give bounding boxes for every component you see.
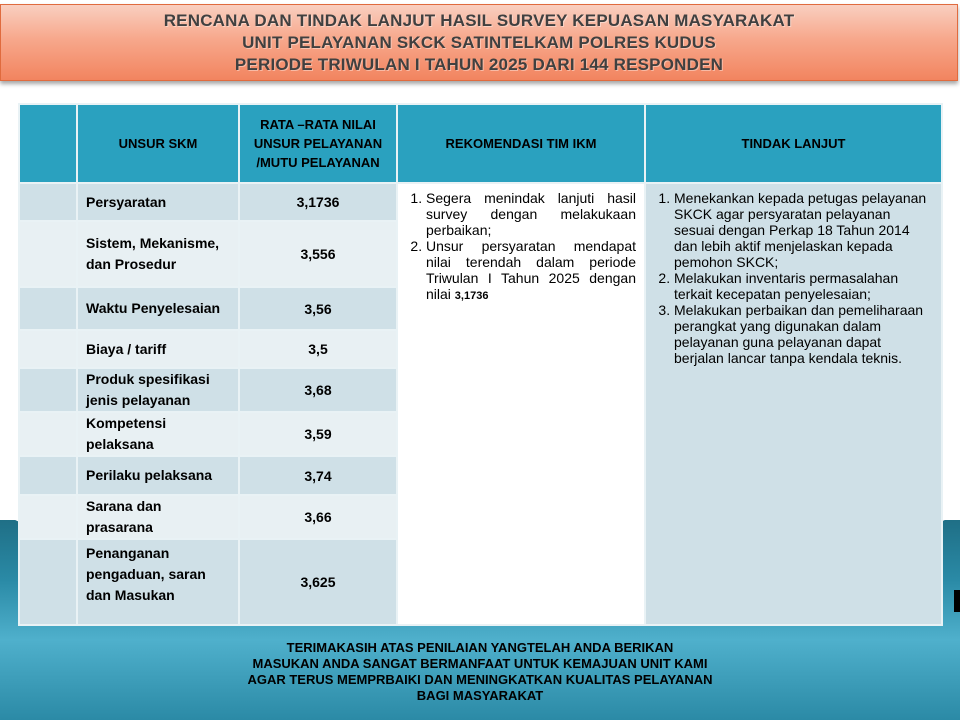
- index-cell: [18, 455, 78, 496]
- unsur-cell: Produk spesifikasi jenis pelayanan: [76, 367, 240, 413]
- footer-line: AGAR TERUS MEMPRBAIKI DAN MENINGKATKAN K…: [247, 672, 713, 687]
- unsur-cell: Penanganan pengaduan, saran dan Masukan: [76, 538, 240, 626]
- nilai-cell: 3,66: [238, 494, 398, 540]
- edge-block: [954, 590, 960, 612]
- table-row: Waktu Penyelesaian 3,56: [18, 286, 942, 331]
- nilai-cell: 3,74: [238, 455, 398, 496]
- nilai-cell: 3,59: [238, 411, 398, 457]
- survey-table: UNSUR SKM RATA –RATA NILAI UNSUR PELAYAN…: [18, 103, 943, 626]
- index-cell: [18, 286, 78, 331]
- index-cell: [18, 367, 78, 413]
- footer-message: TERIMAKASIH ATAS PENILAIAN YANGTELAH AND…: [0, 640, 960, 704]
- tindak-lanjut-item: Menekankan kepada petugas pelayanan SKCK…: [674, 190, 933, 270]
- header-index: [18, 103, 78, 184]
- unsur-cell: Persyaratan: [76, 182, 240, 222]
- footer-line: TERIMAKASIH ATAS PENILAIAN YANGTELAH AND…: [286, 640, 674, 655]
- header-tindak-lanjut: TINDAK LANJUT: [644, 103, 943, 184]
- table-row: Produk spesifikasi jenis pelayanan 3,68: [18, 367, 942, 413]
- rekomendasi-text: Unsur persyaratan mendapat nilai terenda…: [426, 238, 636, 302]
- tindak-lanjut-item: Melakukan perbaikan dan pemeliharaan per…: [674, 302, 933, 366]
- unsur-cell: Sistem, Mekanisme, dan Prosedur: [76, 220, 240, 288]
- nilai-cell: 3,556: [238, 220, 398, 288]
- title-line: RENCANA DAN TINDAK LANJUT HASIL SURVEY K…: [163, 11, 795, 30]
- nilai-cell: 3,625: [238, 538, 398, 626]
- table-row: Sarana dan prasarana 3,66: [18, 494, 942, 540]
- table-row: Biaya / tariff 3,5: [18, 329, 942, 369]
- index-cell: [18, 220, 78, 288]
- unsur-cell: Kompetensi pelaksana: [76, 411, 240, 457]
- header-nilai: RATA –RATA NILAI UNSUR PELAYANAN /MUTU P…: [238, 103, 398, 184]
- index-cell: [18, 329, 78, 369]
- footer-line: BAGI MASYARAKAT: [416, 688, 544, 703]
- unsur-cell: Sarana dan prasarana: [76, 494, 240, 540]
- header-unsur: UNSUR SKM: [76, 103, 240, 184]
- unsur-cell: Perilaku pelaksana: [76, 455, 240, 496]
- nilai-cell: 3,68: [238, 367, 398, 413]
- footer-line: MASUKAN ANDA SANGAT BERMANFAAT UNTUK KEM…: [252, 656, 708, 671]
- title-line: PERIODE TRIWULAN I TAHUN 2025 DARI 144 R…: [234, 55, 724, 74]
- header-rekomendasi: REKOMENDASI TIM IKM: [396, 103, 646, 184]
- unsur-cell: Waktu Penyelesaian: [76, 286, 240, 331]
- title-banner: RENCANA DAN TINDAK LANJUT HASIL SURVEY K…: [0, 4, 958, 81]
- rekomendasi-value: 3,1736: [454, 290, 489, 302]
- table-row: Penanganan pengaduan, saran dan Masukan …: [18, 538, 942, 626]
- table-row: Persyaratan 3,1736 Segera menindak lanju…: [18, 182, 943, 626]
- tindak-lanjut-item: Melakukan inventaris permasalahan terkai…: [674, 270, 933, 302]
- index-cell: [18, 411, 78, 457]
- nilai-cell: 3,1736: [238, 182, 398, 222]
- table-row: Sistem, Mekanisme, dan Prosedur 3,556: [18, 220, 942, 288]
- title-line: UNIT PELAYANAN SKCK SATINTELKAM POLRES K…: [242, 33, 716, 52]
- unsur-cell: Biaya / tariff: [76, 329, 240, 369]
- nilai-cell: 3,5: [238, 329, 398, 369]
- index-cell: [18, 538, 78, 626]
- index-cell: [18, 182, 78, 222]
- nilai-cell: 3,56: [238, 286, 398, 331]
- table-row: Perilaku pelaksana 3,74: [18, 455, 942, 496]
- tindak-lanjut-cell: Menekankan kepada petugas pelayanan SKCK…: [644, 182, 943, 626]
- table-row: Kompetensi pelaksana 3,59: [18, 411, 942, 457]
- rekomendasi-item: Unsur persyaratan mendapat nilai terenda…: [426, 238, 636, 304]
- header-row: UNSUR SKM RATA –RATA NILAI UNSUR PELAYAN…: [18, 103, 943, 184]
- rekomendasi-item: Segera menindak lanjuti hasil survey den…: [426, 190, 636, 238]
- index-cell: [18, 494, 78, 540]
- rekomendasi-cell: Segera menindak lanjuti hasil survey den…: [396, 182, 646, 626]
